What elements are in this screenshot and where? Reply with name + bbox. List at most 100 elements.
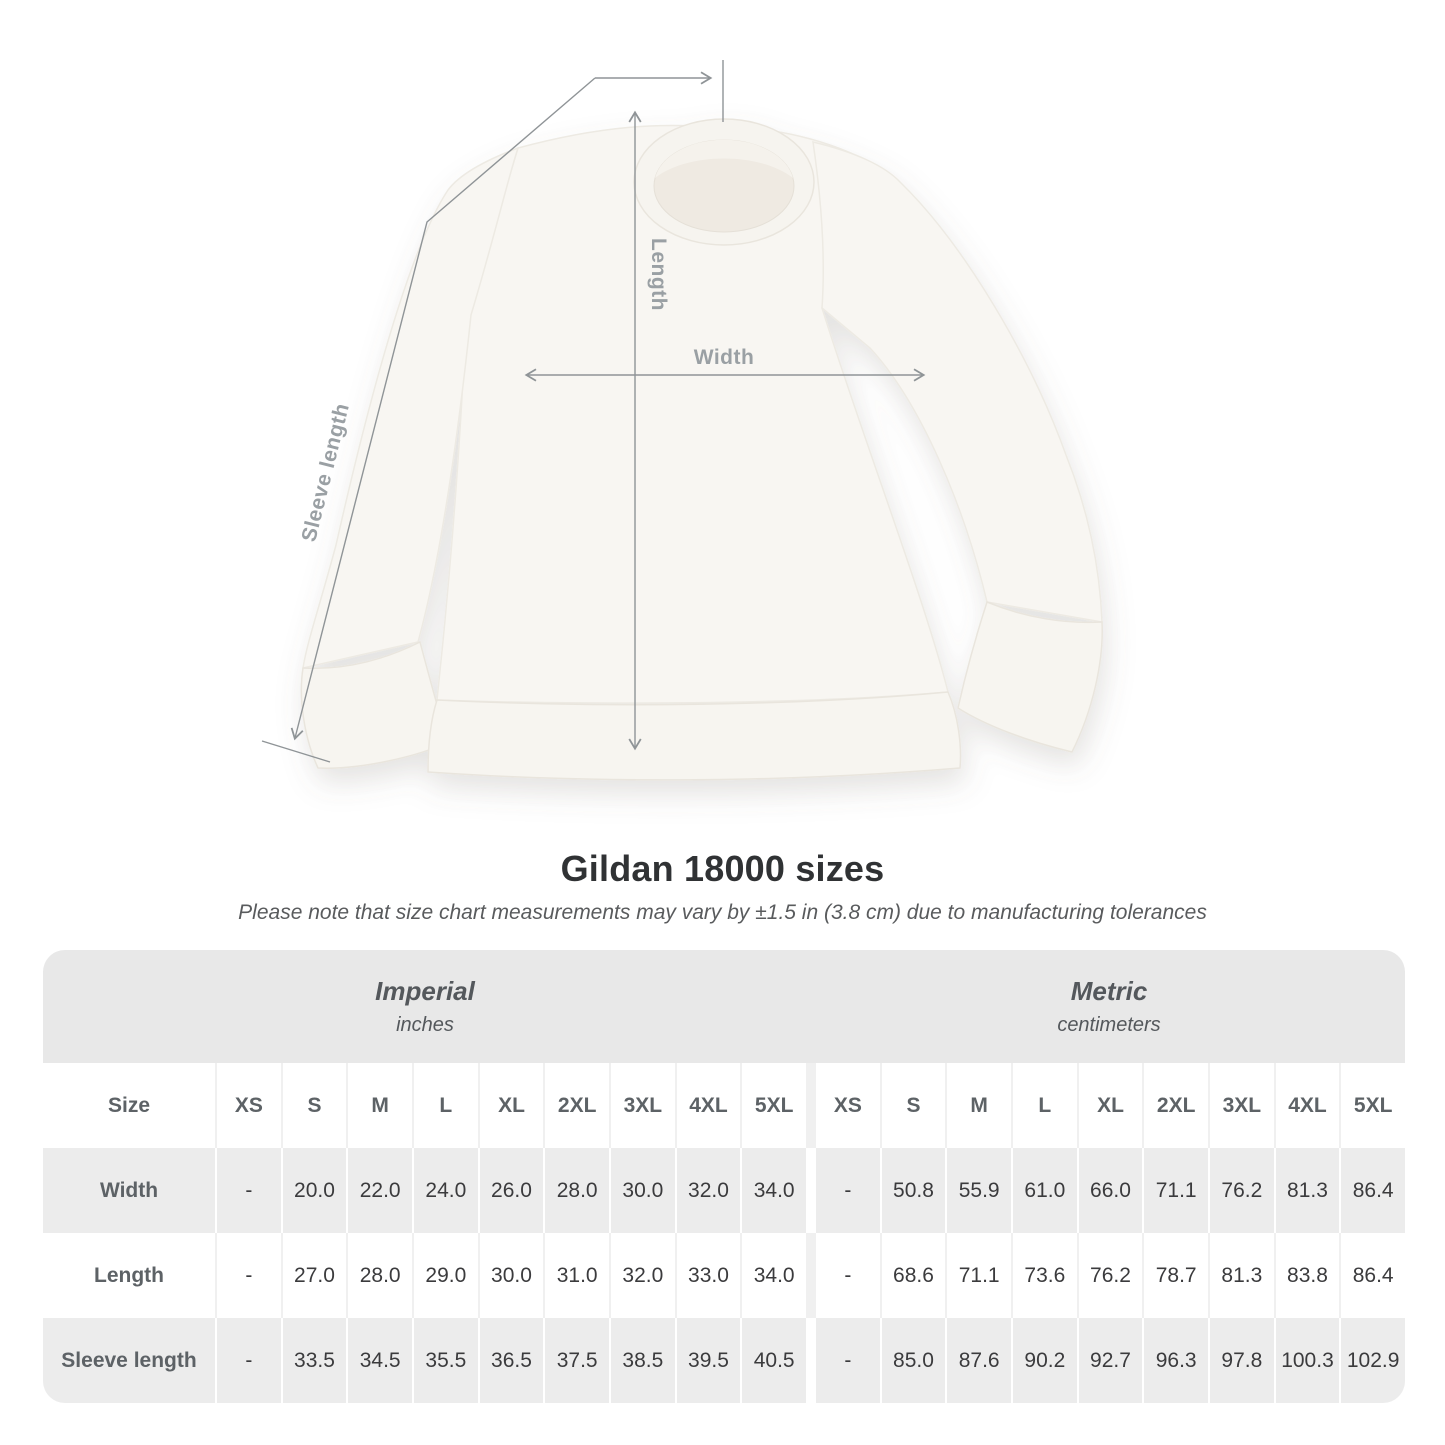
value-cell: 30.0 [479, 1233, 544, 1318]
value-cell: 34.0 [742, 1148, 806, 1233]
group-divider [808, 1233, 814, 1318]
size-header-cell: L [414, 1063, 478, 1148]
row-label-cell: Length [43, 1233, 215, 1318]
size-header-cell: 2XL [545, 1063, 609, 1148]
size-header-cell: 4XL [1275, 1063, 1340, 1148]
value-cell: 28.0 [348, 1233, 412, 1318]
size-header-cell: S [282, 1063, 347, 1148]
value-cell: 86.4 [1341, 1148, 1405, 1233]
value-cell: - [816, 1233, 880, 1318]
value-cell: 33.0 [676, 1233, 741, 1318]
imperial-group-title: Imperial [375, 976, 475, 1006]
value-cell: 78.7 [1144, 1233, 1208, 1318]
value-cell: 100.3 [1275, 1318, 1340, 1403]
value-cell: 83.8 [1275, 1233, 1340, 1318]
unit-header-band: Imperial inches Metric centimeters [43, 950, 1405, 1063]
value-cell: - [217, 1233, 281, 1318]
value-cell: 81.3 [1210, 1233, 1274, 1318]
value-cell: 38.5 [611, 1318, 675, 1403]
value-cell: 76.2 [1078, 1233, 1143, 1318]
sweatshirt-right-sleeve [812, 141, 1103, 623]
tolerance-note: Please note that size chart measurements… [238, 901, 1207, 924]
value-cell: 68.6 [881, 1233, 946, 1318]
value-cell: - [816, 1318, 880, 1403]
value-cell: 96.3 [1144, 1318, 1208, 1403]
value-cell: 71.1 [947, 1233, 1011, 1318]
size-header-cell: XS [217, 1063, 281, 1148]
metric-group-title: Metric [1070, 976, 1148, 1006]
value-cell: 87.6 [947, 1318, 1011, 1403]
value-cell: 39.5 [676, 1318, 741, 1403]
table-row: Length -27.0 28.0 29.0 30.0 31.0 32.0 33.0 34.0-… [43, 1233, 1405, 1318]
size-header-cell: M [348, 1063, 412, 1148]
value-cell: - [816, 1148, 880, 1233]
sleeve-length-line [290, 77, 596, 741]
size-header-cell: XL [1078, 1063, 1143, 1148]
metric-group-unit: centimeters [1057, 1014, 1161, 1036]
row-label-cell: Width [43, 1148, 215, 1233]
width-label: Width [694, 346, 755, 369]
value-cell: 66.0 [1078, 1148, 1143, 1233]
size-header-cell: 5XL [1341, 1063, 1405, 1148]
imperial-group-header: Imperial inches [43, 950, 807, 1063]
value-cell: 73.6 [1013, 1233, 1077, 1318]
value-cell: 37.5 [545, 1318, 609, 1403]
imperial-group-unit: inches [396, 1014, 454, 1036]
sweatshirt-waistband [427, 691, 962, 781]
value-cell: 30.0 [611, 1148, 675, 1233]
table-row: Sleeve length -33.5 34.5 35.5 36.5 37.5 38.5 39… [43, 1318, 1405, 1403]
size-header-cell: 3XL [611, 1063, 675, 1148]
size-header-cell: XL [479, 1063, 544, 1148]
value-cell: 55.9 [947, 1148, 1011, 1233]
measurement-annotations [261, 60, 926, 763]
size-header-cell: L [1013, 1063, 1077, 1148]
value-cell: 90.2 [1013, 1318, 1077, 1403]
size-header-cell: 5XL [742, 1063, 806, 1148]
value-cell: 35.5 [414, 1318, 478, 1403]
value-cell: 34.0 [742, 1233, 806, 1318]
size-column-header: Size [43, 1063, 215, 1148]
group-divider [808, 1148, 814, 1233]
sweatshirt-collar-back [655, 139, 793, 178]
value-cell: 27.0 [282, 1233, 347, 1318]
value-cell: 32.0 [611, 1233, 675, 1318]
sleeve-bottom-end-tick [261, 740, 331, 763]
value-cell: 81.3 [1275, 1148, 1340, 1233]
value-cell: 22.0 [348, 1148, 412, 1233]
page-title: Gildan 18000 sizes [560, 848, 885, 889]
sweatshirt-measurement-diagram: Length Width Sleeve length [261, 60, 1103, 781]
table-row: Width -20.0 22.0 24.0 26.0 28.0 30.0 32.0 34.0-5… [43, 1148, 1405, 1233]
sweatshirt-right-cuff [957, 600, 1103, 753]
value-cell: 34.5 [348, 1318, 412, 1403]
value-cell: 102.9 [1341, 1318, 1405, 1403]
value-cell: 28.0 [545, 1148, 609, 1233]
value-cell: 36.5 [479, 1318, 544, 1403]
group-divider [808, 1063, 814, 1148]
value-cell: 20.0 [282, 1148, 347, 1233]
size-table: Imperial inches Metric centimeters Size X… [43, 950, 1405, 1403]
length-label: Length [647, 238, 670, 311]
value-cell: 40.5 [742, 1318, 806, 1403]
table-row: Size XS S M L XL 2XL 3XL 4XL 5XL XS S M L XL 2XL 3XL 4XL 5… [43, 1063, 1405, 1148]
metric-group-header: Metric centimeters [813, 950, 1405, 1063]
size-header-cell: M [947, 1063, 1011, 1148]
value-cell: 29.0 [414, 1233, 478, 1318]
value-cell: 76.2 [1210, 1148, 1274, 1233]
row-label-cell: Sleeve length [43, 1318, 215, 1403]
size-header-cell: XS [816, 1063, 880, 1148]
value-cell: 97.8 [1210, 1318, 1274, 1403]
value-cell: 50.8 [881, 1148, 946, 1233]
value-cell: 31.0 [545, 1233, 609, 1318]
value-cell: 26.0 [479, 1148, 544, 1233]
value-cell: 92.7 [1078, 1318, 1143, 1403]
size-header-cell: S [881, 1063, 946, 1148]
value-cell: 86.4 [1341, 1233, 1405, 1318]
size-table-rows: Size XS S M L XL 2XL 3XL 4XL 5XL XS S M L XL 2XL 3XL 4XL 5… [43, 1063, 1405, 1403]
value-cell: 85.0 [881, 1318, 946, 1403]
sweatshirt-illustration [300, 118, 1103, 781]
value-cell: - [217, 1318, 281, 1403]
value-cell: 71.1 [1144, 1148, 1208, 1233]
value-cell: 24.0 [414, 1148, 478, 1233]
value-cell: 32.0 [676, 1148, 741, 1233]
